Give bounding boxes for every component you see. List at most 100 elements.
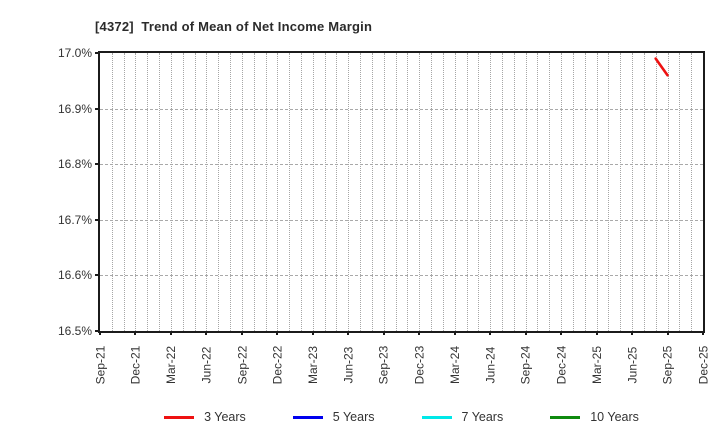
x-tick-mark [134, 331, 137, 335]
x-tick-mark [99, 331, 101, 335]
vertical-gridline [360, 53, 362, 331]
vertical-gridline [312, 53, 314, 331]
y-tick-label: 16.5% [57, 324, 92, 338]
legend-item-3-years: 3 Years [164, 410, 246, 424]
x-tick-mark [418, 331, 421, 335]
plot-area [98, 51, 705, 333]
vertical-gridline [691, 53, 693, 331]
horizontal-gridline [100, 164, 703, 166]
x-tick-mark [382, 331, 385, 335]
y-tick-label: 17.0% [57, 46, 92, 60]
vertical-gridline [655, 53, 657, 331]
horizontal-gridline [100, 108, 703, 110]
y-tick-mark [95, 163, 100, 166]
x-tick-mark [560, 331, 563, 335]
vertical-gridline [632, 53, 634, 331]
vertical-gridline [572, 53, 574, 331]
y-tick-mark [95, 52, 100, 54]
x-tick-mark [276, 331, 279, 335]
vertical-gridline [620, 53, 622, 331]
vertical-gridline [336, 53, 338, 331]
x-tick-mark [595, 331, 598, 335]
legend: 3 Years 5 Years 7 Years 10 Years [100, 404, 703, 430]
vertical-gridline [549, 53, 551, 331]
series-layer [654, 57, 669, 77]
vertical-gridline [407, 53, 409, 331]
vertical-gridline [230, 53, 232, 331]
vertical-gridline [289, 53, 291, 331]
y-tick-mark [95, 107, 100, 110]
legend-swatch [421, 415, 452, 419]
vertical-gridline [218, 53, 220, 331]
x-tick-mark [631, 331, 634, 335]
vertical-gridline [596, 53, 598, 331]
vertical-gridline [490, 53, 492, 331]
series-line-3-years [654, 57, 669, 77]
vertical-gridline [431, 53, 433, 331]
vertical-gridline [277, 53, 279, 331]
vertical-gridline [643, 53, 645, 331]
vertical-gridline [478, 53, 480, 331]
legend-swatch [550, 415, 581, 419]
vertical-gridline [419, 53, 421, 331]
vertical-gridline [111, 53, 113, 331]
x-tick-mark [347, 331, 350, 335]
vertical-gridline [147, 53, 149, 331]
y-tick-mark [95, 274, 100, 277]
legend-swatch [292, 415, 323, 419]
vertical-gridline [182, 53, 184, 331]
y-tick-label: 16.9% [57, 101, 92, 116]
vertical-gridline [371, 53, 373, 331]
x-tick-mark [666, 331, 669, 335]
x-tick-mark [702, 331, 704, 335]
vertical-gridline [170, 53, 172, 331]
chart-title: [4372] Trend of Mean of Net Income Margi… [95, 19, 373, 34]
vertical-gridline [301, 53, 302, 331]
vertical-gridline [442, 53, 444, 331]
vertical-gridline [454, 53, 456, 331]
legend-item-5-years: 5 Years [292, 410, 375, 424]
vertical-gridline [253, 53, 255, 331]
vertical-gridline [206, 53, 208, 331]
vertical-gridline [123, 53, 125, 331]
legend-swatch [164, 415, 195, 419]
y-tick-label: 16.8% [57, 157, 92, 172]
x-tick-mark [311, 331, 314, 335]
vertical-gridline [537, 53, 539, 331]
vertical-gridline [561, 53, 563, 331]
vertical-gridline [395, 53, 397, 331]
vertical-gridline [348, 53, 350, 331]
vertical-gridline [525, 53, 527, 331]
horizontal-gridline [100, 275, 703, 277]
vertical-gridline [679, 53, 681, 331]
legend-item-10-years: 10 Years [550, 410, 639, 424]
vertical-gridline [667, 53, 669, 331]
x-tick-mark [240, 331, 243, 335]
x-tick-mark [169, 331, 172, 335]
vertical-gridline [513, 53, 515, 331]
legend-label: 7 Years [461, 410, 504, 424]
vertical-gridline [324, 53, 326, 331]
x-tick-label: Dec-25 [696, 345, 710, 385]
y-tick-mark [95, 218, 100, 221]
vertical-gridline [383, 53, 385, 331]
x-tick-mark [489, 331, 492, 335]
x-tick-mark [453, 331, 456, 335]
vertical-gridline [608, 53, 610, 331]
plot-grid-layer [100, 53, 703, 331]
vertical-gridline [159, 53, 161, 331]
y-tick-mark [95, 330, 100, 332]
vertical-gridline [466, 53, 468, 331]
legend-label: 3 Years [204, 410, 246, 424]
legend-label: 10 Years [590, 410, 639, 424]
vertical-gridline [135, 53, 137, 331]
x-tick-mark [524, 331, 527, 335]
legend-item-7-years: 7 Years [421, 410, 504, 424]
y-tick-label: 16.7% [57, 212, 92, 227]
horizontal-gridline [100, 219, 703, 221]
vertical-gridline [584, 53, 586, 331]
legend-label: 5 Years [332, 410, 375, 424]
vertical-gridline [241, 53, 243, 331]
vertical-gridline [194, 53, 196, 331]
